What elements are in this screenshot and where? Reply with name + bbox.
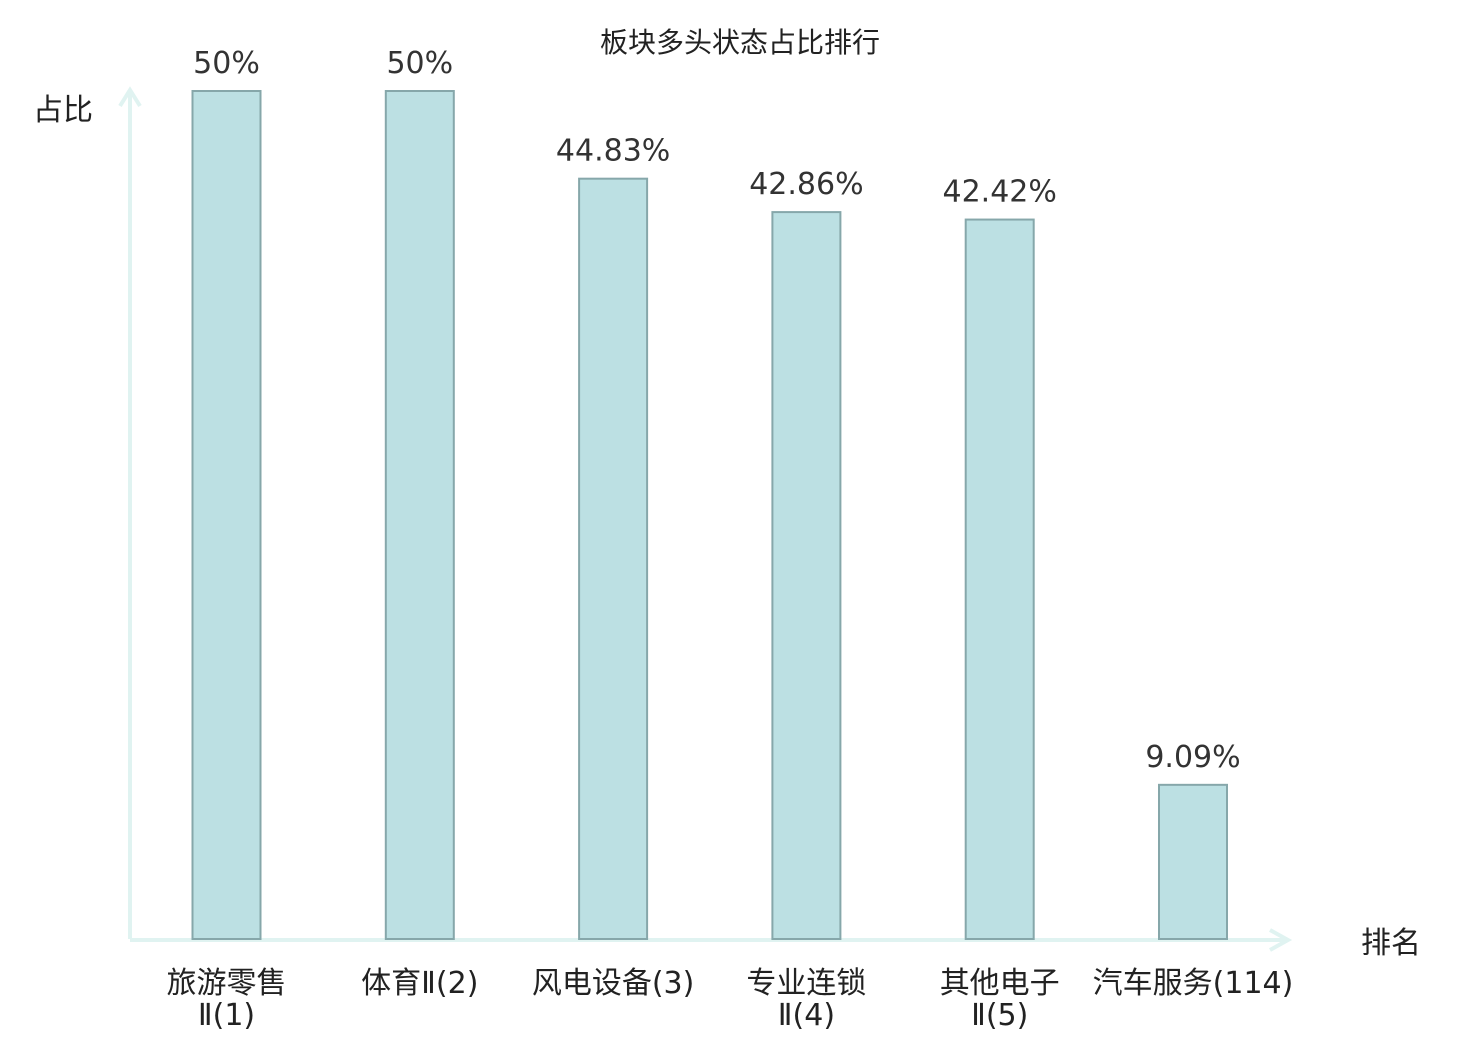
x-axis [130,928,1293,952]
x-tick-label: 汽车服务(114) [1093,966,1294,1001]
x-tick-label: 体育Ⅱ(2) [361,966,478,1001]
data-label: 50% [193,46,260,81]
data-label: 42.42% [943,175,1057,210]
bars-group [191,90,1228,941]
chart-title: 板块多头状态占比排行 [600,26,880,59]
x-tick-label: 旅游零售 Ⅱ(1) [167,966,287,1033]
bar [384,90,455,940]
category-labels-group: 旅游零售 Ⅱ(1) 体育Ⅱ(2) 风电设备(3) 专业连锁 Ⅱ(4) 其他电子 Ⅱ(5) 汽车服… [167,966,1294,1033]
bar [191,90,262,940]
bar [1158,783,1228,941]
x-axis-arrow [1269,928,1293,952]
y-axis-arrow [118,86,142,108]
x-tick-label: 专业连锁 Ⅱ(4) [746,966,866,1033]
bar [578,177,649,940]
data-label: 50% [386,46,453,81]
data-label: 9.09% [1145,740,1240,775]
y-axis [118,86,142,939]
data-label: 42.86% [749,167,863,202]
y-axis-label: 占比 [33,93,93,128]
bar [771,211,842,940]
data-label: 44.83% [556,134,670,169]
value-labels-group: 50% 50% 44.83% 42.86% 42.42% 9.09% [193,46,1241,775]
x-axis-label: 排名 [1361,926,1421,961]
bar [964,218,1035,940]
x-tick-label: 风电设备(3) [532,966,695,1001]
x-tick-label: 其他电子 Ⅱ(5) [940,966,1060,1033]
